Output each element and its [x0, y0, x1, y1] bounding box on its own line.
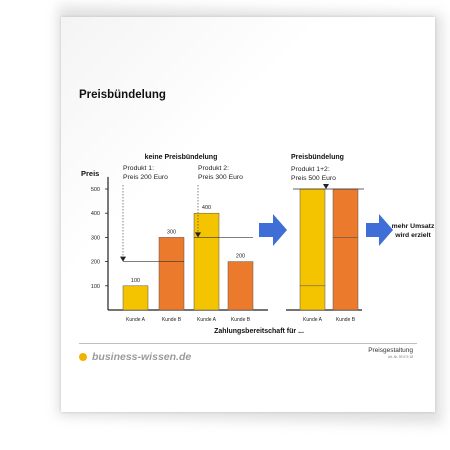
bar-left [122, 285, 149, 311]
bar-left [227, 261, 254, 311]
bar-right-segment [299, 285, 326, 311]
document-page: Preisbündelung Preis 100 200 300 400 500 Zahlu… [61, 17, 435, 412]
category-label: Kunde A [126, 317, 146, 323]
y-tick-label: 100 [91, 284, 100, 290]
y-axis-label: Preis [81, 169, 99, 178]
bar-value-label: 100 [131, 278, 140, 284]
arrowhead-product2 [195, 232, 201, 238]
bar-value-label: 300 [167, 229, 176, 235]
x-axis-label: Zahlungsbereitschaft für ... [214, 328, 304, 335]
bundle-label-line2: Preis 500 Euro [291, 175, 336, 182]
bar-value-label: 400 [202, 205, 211, 211]
page-title: Preisbündelung [79, 89, 166, 101]
product2-label-line1: Produkt 2: [198, 165, 229, 172]
product1-label-line2: Preis 200 Euro [123, 174, 168, 181]
product1-label-line1: Produkt 1: [123, 165, 154, 172]
category-label: Kunde B [162, 317, 182, 323]
bar-right-segment [299, 188, 326, 287]
transition-arrow-icon [259, 214, 287, 246]
result-label-line1: mehr Umsatz [392, 223, 435, 230]
bar-right-segment [332, 188, 359, 238]
category-label: Kunde B [231, 317, 251, 323]
result-label-line2: wird erzielt [394, 232, 431, 239]
heading-no-bundling: keine Preisbündelung [145, 154, 218, 161]
footer-title: Preisgestaltung [368, 347, 413, 354]
bundle-label-line1: Produkt 1+2: [291, 166, 330, 173]
product2-label-line2: Preis 300 Euro [198, 174, 243, 181]
y-tick-label: 500 [91, 187, 100, 193]
y-tick-label: 400 [91, 211, 100, 217]
category-label: Kunde A [303, 317, 323, 323]
y-tick-label: 200 [91, 260, 100, 266]
category-label: Kunde A [197, 317, 217, 323]
brand-dot-icon [79, 353, 87, 361]
y-tick-label: 300 [91, 235, 100, 241]
brand-name: business-wissen.de [92, 351, 192, 363]
price-bundling-chart: Preis 100 200 300 400 500 Zahlungsbereitschaft… [81, 154, 435, 335]
heading-bundling: Preisbündelung [291, 154, 344, 161]
footer-article-number: Art.-Nr. 99 074 18 [387, 355, 413, 359]
result-arrow-icon [366, 214, 393, 246]
bar-value-label: 200 [236, 254, 245, 260]
footer-divider [79, 343, 417, 344]
arrowhead-bundle [323, 184, 329, 189]
bar-left [193, 212, 220, 311]
page-background [61, 17, 435, 412]
brand-logo: business-wissen.de [79, 351, 191, 363]
category-label: Kunde B [336, 317, 356, 323]
bar-left [158, 237, 185, 311]
arrowhead-product1 [120, 256, 126, 262]
bar-right-segment [332, 237, 359, 311]
